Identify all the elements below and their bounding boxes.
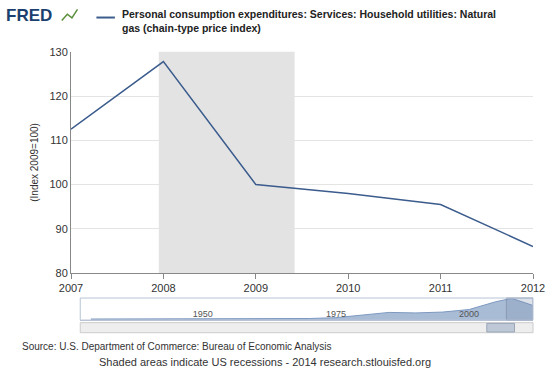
svg-text:130: 130 xyxy=(49,46,67,58)
svg-text:120: 120 xyxy=(49,90,67,102)
svg-text:80: 80 xyxy=(56,267,68,279)
svg-text:2007: 2007 xyxy=(59,282,83,294)
svg-text:2009: 2009 xyxy=(244,282,268,294)
svg-text:2012: 2012 xyxy=(521,282,545,294)
svg-text:Shaded areas indicate US reces: Shaded areas indicate US recessions - 20… xyxy=(99,356,431,368)
svg-text:Personal consumption expenditu: Personal consumption expenditures: Servi… xyxy=(122,8,496,34)
svg-text:(Index 2009=100): (Index 2009=100) xyxy=(29,123,40,202)
svg-text:2011: 2011 xyxy=(429,282,453,294)
svg-text:100: 100 xyxy=(49,178,67,190)
svg-text:2008: 2008 xyxy=(151,282,175,294)
svg-text:FRED: FRED xyxy=(6,6,52,25)
svg-text:1975: 1975 xyxy=(326,309,346,319)
svg-text:90: 90 xyxy=(56,223,68,235)
svg-text:2000: 2000 xyxy=(459,309,479,319)
svg-text:Source: U.S. Department of Com: Source: U.S. Department of Commerce: Bur… xyxy=(22,341,332,352)
svg-text:110: 110 xyxy=(50,134,68,146)
svg-text:2010: 2010 xyxy=(336,282,360,294)
svg-text:1950: 1950 xyxy=(193,309,213,319)
